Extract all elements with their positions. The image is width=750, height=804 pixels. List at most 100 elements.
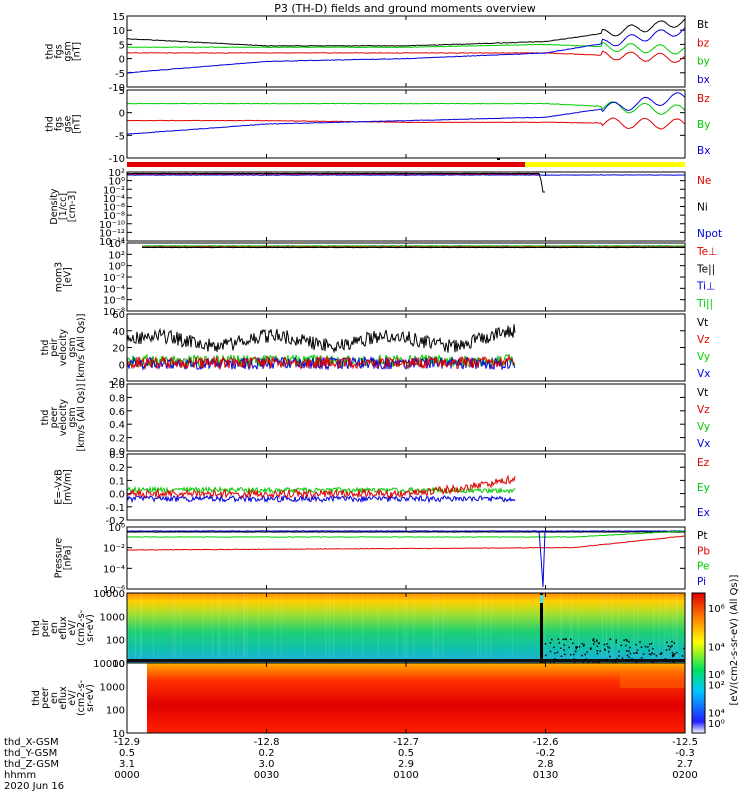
- x-tick-label: -12.5: [672, 737, 698, 748]
- panel-frame: [127, 172, 685, 241]
- series-line-fgl-Bz: [127, 118, 685, 129]
- mode-bar-fast: [127, 162, 525, 167]
- spectrogram-dot: [671, 641, 673, 643]
- spectrogram-dot: [626, 640, 628, 642]
- panel-frame: [127, 243, 685, 311]
- spectrogram-dot: [593, 643, 595, 645]
- spectrogram-streak: [212, 593, 213, 658]
- x-tick-label: -0.2: [536, 748, 556, 759]
- y-tick-label: 5: [119, 40, 125, 51]
- legend-entry: Ez: [697, 457, 710, 469]
- spectrogram-peer-shade: [620, 673, 685, 688]
- spectrogram-dot: [630, 659, 632, 661]
- spectrogram-dot: [649, 643, 651, 645]
- colorbar-label: [eV/(cm2-s-sr-eV) (All Qs)]: [729, 574, 740, 705]
- legend-entry: Vz: [697, 404, 710, 416]
- spectrogram-dot: [616, 639, 618, 641]
- y-axis-label: [mV/m]: [63, 469, 74, 505]
- spectrogram-dot: [583, 644, 585, 646]
- spectrogram-dot: [557, 652, 559, 654]
- spectrogram-dot: [550, 642, 552, 644]
- spectrogram-dot: [635, 644, 637, 646]
- y-tick-label: -5: [115, 131, 125, 142]
- spectrogram-dot: [573, 658, 575, 660]
- spectrogram-dot: [672, 654, 674, 656]
- spectrogram-dot: [584, 654, 586, 656]
- spectrogram-dot: [586, 651, 588, 653]
- spectrogram-dot: [647, 646, 649, 648]
- spectrogram-streak: [229, 593, 230, 658]
- spectrogram-streak: [140, 593, 141, 658]
- spectrogram-dot: [609, 647, 611, 649]
- colorbar: [692, 593, 705, 733]
- y-tick-label: 0.6: [109, 407, 125, 418]
- spectrogram-streak: [637, 593, 638, 658]
- spectrogram-dot: [604, 644, 606, 646]
- legend-entry: Vz: [697, 334, 710, 346]
- spectrogram-dot: [590, 648, 592, 650]
- spectrogram-dot: [613, 660, 615, 662]
- y-tick-label: 10⁴: [108, 239, 125, 250]
- y-tick-label: 5: [119, 86, 125, 97]
- y-tick-label: 0: [119, 109, 125, 120]
- spectrogram-streak: [135, 593, 136, 658]
- spectrogram-dot: [669, 649, 671, 651]
- legend-entry: Ne: [697, 175, 711, 187]
- spectrogram-dot: [574, 661, 576, 663]
- spectrogram-dot: [630, 653, 632, 655]
- spectrogram-dot: [561, 656, 563, 658]
- spectrogram-streak: [434, 593, 435, 658]
- spectrogram-streak: [329, 593, 330, 658]
- spectrogram-streak: [433, 593, 434, 658]
- legend-entry: Bt: [697, 19, 708, 31]
- spectrogram-streak: [180, 593, 181, 658]
- spectrogram-streak: [572, 593, 573, 658]
- spectrogram-dot: [554, 652, 556, 654]
- spectrogram-dot: [649, 653, 651, 655]
- legend-entry: Vt: [697, 317, 708, 329]
- y-tick-label: 0.2: [109, 463, 125, 474]
- series-line-Pb: [127, 536, 685, 550]
- spectrogram-streak: [413, 593, 414, 658]
- spectrogram-streak: [562, 593, 563, 658]
- y-tick-label: 1000: [100, 612, 125, 623]
- x-axis-row-label: 2020 Jun 16: [4, 781, 64, 792]
- y-axis-label: [km/s (All Qs)]: [76, 314, 87, 382]
- spectrogram-dot: [610, 638, 612, 640]
- x-tick-label: 0030: [254, 770, 279, 781]
- spectrogram-dot: [607, 646, 609, 648]
- spectrogram-dot: [637, 649, 639, 651]
- y-tick-label: 20: [112, 344, 125, 355]
- y-tick-label: 0.8: [109, 393, 125, 404]
- panel-frame: [127, 314, 685, 381]
- y-tick-label: 10⁻⁶: [103, 296, 125, 307]
- spectrogram-streak: [491, 593, 492, 658]
- legend-entry: Bx: [697, 145, 710, 157]
- spectrogram-dot: [575, 646, 577, 648]
- spectrogram-dot: [588, 661, 590, 663]
- y-tick-label: 100: [106, 706, 125, 717]
- spectrogram-dot: [636, 661, 638, 663]
- spectrogram-streak: [396, 593, 397, 658]
- panel-frame: [127, 384, 685, 451]
- spectrogram-dot: [676, 652, 678, 654]
- spectrogram-streak: [247, 593, 248, 658]
- y-tick-label: 0: [119, 360, 125, 371]
- spectrogram-streak: [668, 593, 669, 658]
- y-tick-label: 15: [112, 12, 125, 23]
- y-tick-label: -0.1: [105, 503, 125, 514]
- spectrogram-streak: [570, 593, 571, 658]
- spectrogram-dot: [663, 660, 665, 662]
- density-dip: [539, 174, 545, 192]
- x-axis-row-label: thd_Z-GSM: [4, 759, 59, 770]
- y-tick-label: 1.0: [109, 380, 125, 391]
- x-tick-label: 3.1: [119, 759, 135, 770]
- spectrogram-dot: [666, 660, 668, 662]
- spectrogram-dot: [622, 658, 624, 660]
- panel-frame: [127, 16, 685, 87]
- spectrogram-streak: [485, 593, 486, 658]
- spectrogram-streak: [578, 593, 579, 658]
- spectrogram-dot: [683, 648, 685, 650]
- spectrogram-dot: [645, 646, 647, 648]
